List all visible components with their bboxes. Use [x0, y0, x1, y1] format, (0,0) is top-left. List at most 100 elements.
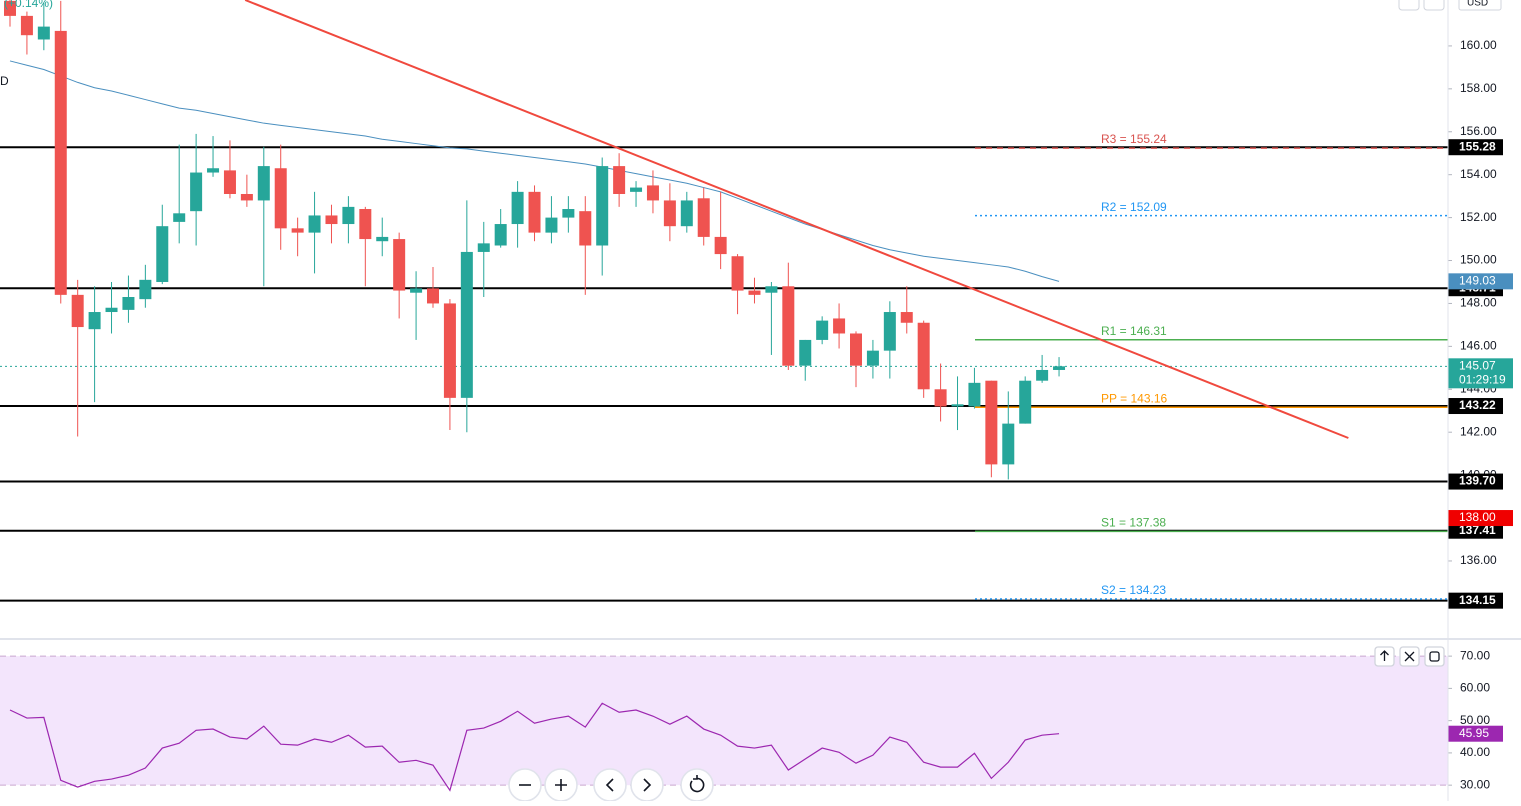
scroll-right-button[interactable] — [630, 768, 664, 802]
candle-body — [883, 312, 896, 351]
price-label — [1448, 358, 1513, 389]
icon — [1404, 651, 1415, 662]
y-tick-label: 136.00 — [1460, 553, 1497, 567]
y-tick-label: 146.00 — [1460, 339, 1497, 353]
level-price-label — [1448, 139, 1503, 156]
candle-body — [1002, 423, 1015, 465]
rsi-value-label — [1448, 725, 1503, 742]
icon — [689, 775, 705, 793]
level-price-text: 155.28 — [1459, 139, 1496, 153]
price-label — [1448, 510, 1513, 527]
candle-body — [646, 185, 659, 201]
candle-body — [257, 166, 270, 201]
candle-body — [376, 236, 389, 242]
candle-body — [223, 170, 236, 194]
candle-body — [427, 288, 439, 304]
candle-body — [4, 0, 16, 16]
candle-body — [1053, 366, 1066, 370]
candle-body — [105, 307, 118, 313]
moving-average — [9, 60, 1060, 282]
icon — [555, 779, 567, 791]
candle-body — [190, 172, 203, 212]
candle-body — [359, 209, 372, 240]
candle-body — [1019, 380, 1032, 424]
candle-body — [443, 303, 456, 398]
candle-body — [291, 228, 304, 233]
pane-maximize-button[interactable] — [1424, 646, 1445, 667]
y-tick-label: 142.00 — [1460, 424, 1497, 438]
top-button[interactable] — [1423, 0, 1445, 11]
level-price-text: 139.70 — [1459, 474, 1496, 488]
y-tick-label: 150.00 — [1460, 253, 1497, 267]
y-tick-label: 148.00 — [1460, 296, 1497, 310]
price-pane: 136.00138.00140.00142.00144.00146.00148.… — [0, 0, 1513, 609]
candle-body — [122, 297, 135, 310]
candle-body — [494, 224, 507, 246]
candle-body — [562, 209, 575, 218]
icon — [605, 778, 614, 792]
candle-body — [934, 389, 947, 407]
candle-body — [460, 251, 473, 398]
icon — [643, 778, 652, 792]
pane-buttons — [1374, 646, 1445, 667]
price-label — [1448, 273, 1513, 290]
candle-body — [20, 15, 33, 36]
candle-body — [917, 322, 930, 390]
top-button[interactable] — [1398, 0, 1420, 11]
rsi-line — [9, 702, 1060, 792]
candle-body — [545, 217, 558, 233]
candle-body — [156, 226, 169, 282]
candle-body — [799, 339, 812, 366]
reset-button[interactable] — [680, 768, 714, 802]
candle-body — [596, 166, 609, 246]
candle-body — [985, 380, 998, 465]
y-tick-label: 70.00 — [1460, 648, 1490, 662]
candle-body — [71, 294, 84, 328]
level-price-text: 137.41 — [1459, 523, 1496, 537]
candle-body — [630, 187, 643, 192]
y-tick-label: 40.00 — [1460, 745, 1490, 759]
candle-body — [833, 318, 846, 334]
pivot-label: S1 = 137.38 — [1101, 516, 1166, 530]
candle-body — [477, 243, 490, 252]
scroll-left-button[interactable] — [593, 768, 627, 802]
candle-body — [714, 236, 727, 255]
y-tick-label: 160.00 — [1460, 38, 1497, 52]
pivot-label: R3 = 155.24 — [1101, 132, 1167, 146]
candle-body — [765, 286, 778, 293]
candle-body — [511, 191, 524, 225]
level-price-label — [1448, 473, 1503, 490]
candle-body — [173, 213, 186, 222]
candle-body — [207, 168, 220, 173]
rsi-value-text: 45.95 — [1459, 726, 1489, 740]
candle-body — [613, 166, 626, 194]
currency-box[interactable] — [1458, 0, 1502, 11]
candle-body — [88, 312, 101, 330]
candle-body — [240, 193, 253, 201]
candle-body — [1036, 369, 1049, 381]
candle-body — [37, 26, 50, 40]
candle-body — [697, 198, 710, 237]
trendline — [244, 0, 1349, 439]
pivot-label: R2 = 152.09 — [1101, 200, 1167, 214]
candle-body — [866, 350, 879, 366]
candle-body — [308, 215, 321, 233]
price-label-text: 145.07 — [1459, 358, 1496, 372]
y-tick-label: 158.00 — [1460, 81, 1497, 95]
candle-body — [968, 382, 981, 407]
candle-body — [663, 200, 676, 227]
candle-body — [528, 191, 541, 233]
pivot-label: PP = 143.16 — [1101, 391, 1167, 405]
y-tick-label: 50.00 — [1460, 713, 1490, 727]
level-price-label — [1448, 522, 1503, 539]
y-tick-label: 156.00 — [1460, 124, 1497, 138]
candle-body — [139, 279, 152, 300]
candle-body — [410, 288, 423, 293]
candle-body — [951, 404, 964, 407]
candle-body — [748, 290, 761, 295]
pivot-label: S2 = 134.23 — [1101, 583, 1166, 597]
currency-text: USD — [1467, 0, 1488, 9]
rsi-band — [0, 656, 1448, 786]
price-label-text: 149.03 — [1459, 274, 1496, 288]
